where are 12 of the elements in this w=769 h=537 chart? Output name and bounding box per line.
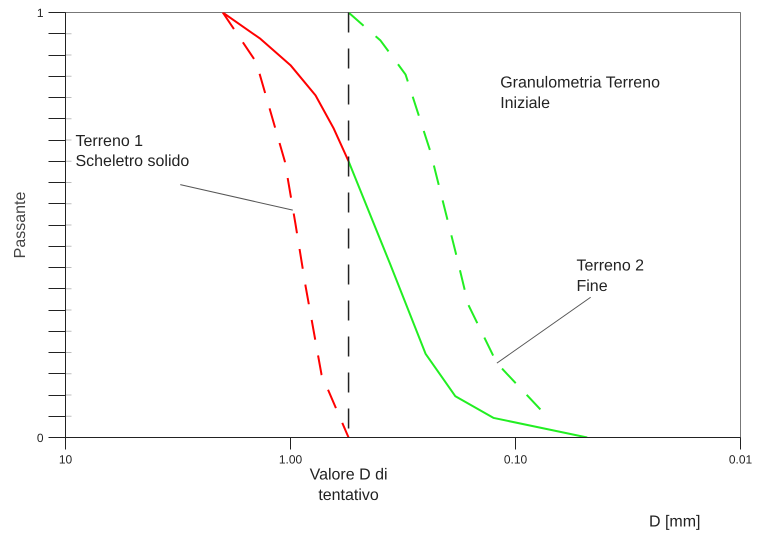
ref-line-label: Valore D di tentativo (310, 466, 388, 504)
y-tick-label: 0 (36, 431, 44, 445)
x-tick-label: 0.10 (504, 452, 528, 466)
y-axis-title: Passante (12, 192, 29, 258)
x-tick-label: 1.00 (278, 452, 303, 466)
x-tick-label: 0.01 (728, 452, 753, 466)
x-axis-title: D [mm] (648, 514, 700, 530)
x-tick-label: 10 (58, 452, 72, 466)
annotation: Terreno 1 Scheletro solido (75, 132, 190, 170)
y-tick-label: 1 (36, 6, 44, 20)
annotation: Granulometria Terreno Iniziale (500, 74, 660, 112)
annotation: Terreno 2 Fine (576, 258, 644, 296)
